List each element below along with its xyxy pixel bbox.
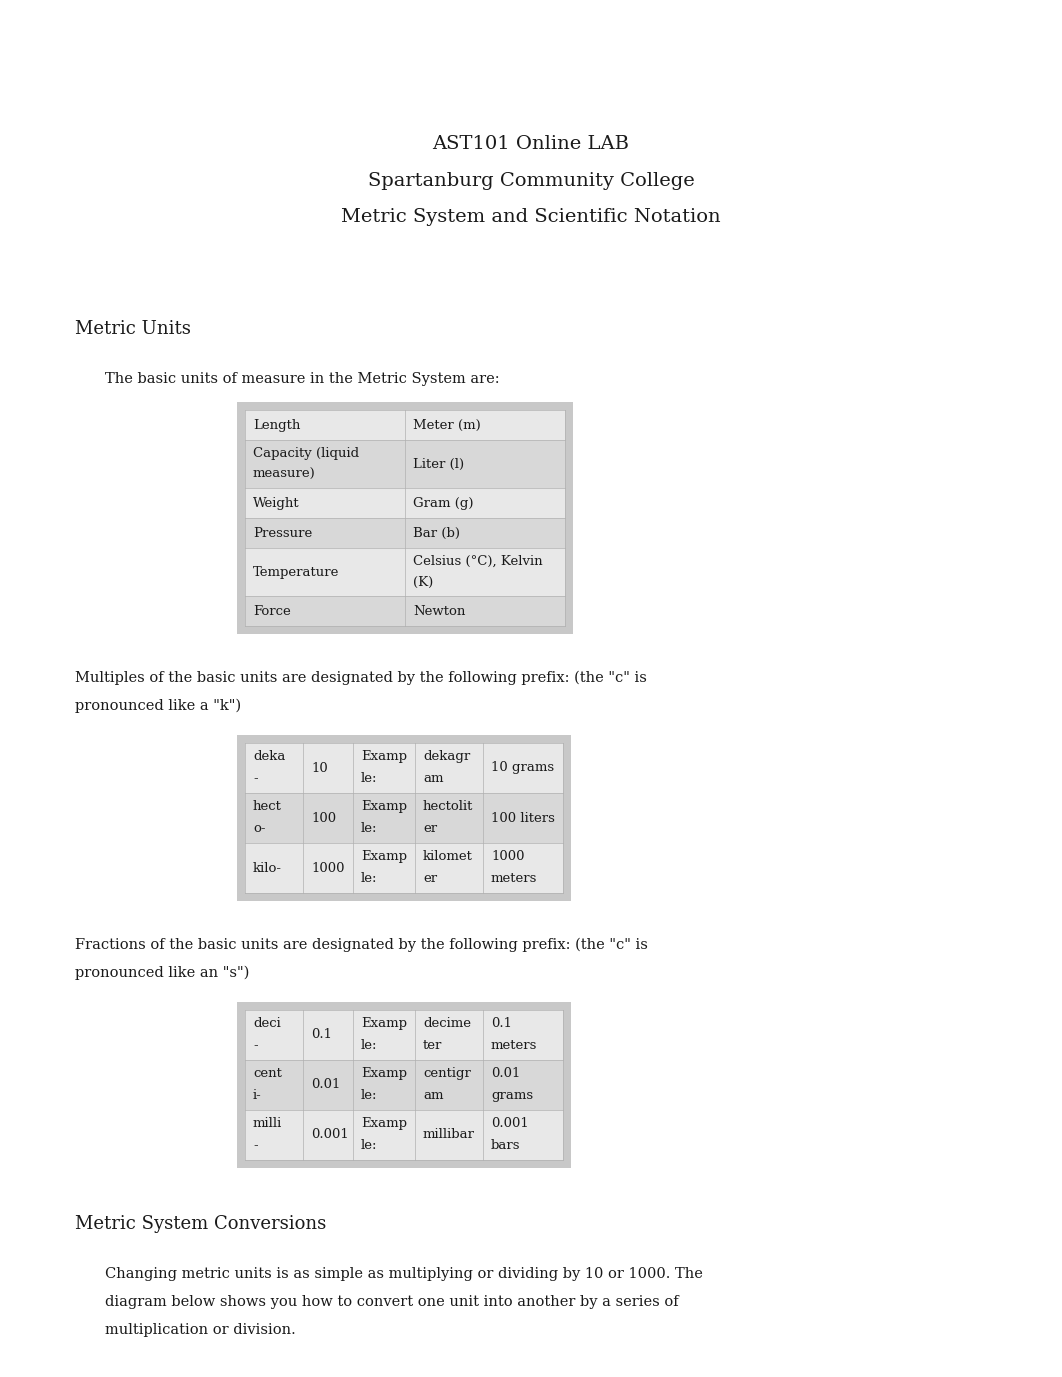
Text: cent: cent (253, 1067, 281, 1080)
Text: 0.01: 0.01 (491, 1067, 520, 1080)
Text: Examp: Examp (361, 750, 407, 763)
Text: 1000: 1000 (491, 850, 525, 863)
Bar (245, 793, 563, 843)
Text: deka: deka (253, 750, 286, 763)
Text: decime: decime (423, 1018, 472, 1030)
Text: dekagr: dekagr (423, 750, 470, 763)
Text: 0.1: 0.1 (311, 1029, 332, 1041)
Text: meters: meters (491, 1038, 537, 1052)
Text: pronounced like a "k"): pronounced like a "k") (75, 700, 241, 713)
Text: Fractions of the basic units are designated by the following prefix: (the "c" is: Fractions of the basic units are designa… (75, 938, 648, 953)
Text: hect: hect (253, 800, 281, 812)
Text: Bar (b): Bar (b) (413, 526, 460, 540)
Text: 100: 100 (311, 811, 337, 825)
Bar (237, 402, 573, 633)
Text: le:: le: (361, 771, 377, 785)
Text: Length: Length (253, 419, 301, 431)
Text: am: am (423, 771, 444, 785)
Text: meters: meters (491, 872, 537, 885)
Text: -: - (253, 771, 258, 785)
Text: milli: milli (253, 1117, 282, 1131)
Bar (245, 596, 565, 627)
Text: Examp: Examp (361, 800, 407, 812)
Text: millibar: millibar (423, 1129, 475, 1142)
Bar (245, 487, 565, 518)
Text: Multiples of the basic units are designated by the following prefix: (the "c" is: Multiples of the basic units are designa… (75, 671, 647, 686)
Text: er: er (423, 822, 438, 834)
Text: o-: o- (253, 822, 266, 834)
Text: multiplication or division.: multiplication or division. (105, 1323, 295, 1337)
Text: pronounced like an "s"): pronounced like an "s") (75, 967, 250, 980)
Bar (245, 1110, 563, 1159)
Text: 0.001: 0.001 (311, 1129, 348, 1142)
Text: 10 grams: 10 grams (491, 761, 554, 774)
Text: 100 liters: 100 liters (491, 811, 554, 825)
Text: Gram (g): Gram (g) (413, 497, 474, 509)
Bar (245, 1060, 563, 1110)
Text: am: am (423, 1089, 444, 1102)
Text: kilomet: kilomet (423, 850, 473, 863)
Text: The basic units of measure in the Metric System are:: The basic units of measure in the Metric… (105, 372, 499, 386)
Text: le:: le: (361, 822, 377, 834)
Text: Examp: Examp (361, 850, 407, 863)
Text: (K): (K) (413, 576, 433, 589)
Text: le:: le: (361, 1038, 377, 1052)
Text: -: - (253, 1038, 258, 1052)
Text: grams: grams (491, 1089, 533, 1102)
Bar (245, 1009, 563, 1060)
Text: 0.001: 0.001 (491, 1117, 529, 1131)
Text: Metric Units: Metric Units (75, 319, 191, 337)
Text: Examp: Examp (361, 1018, 407, 1030)
Bar (245, 548, 565, 596)
Text: diagram below shows you how to convert one unit into another by a series of: diagram below shows you how to convert o… (105, 1294, 679, 1310)
Text: measure): measure) (253, 468, 315, 481)
Text: Temperature: Temperature (253, 566, 340, 578)
Bar (245, 410, 565, 441)
Text: kilo-: kilo- (253, 862, 282, 874)
Text: er: er (423, 872, 438, 885)
Bar (245, 518, 565, 548)
Text: Pressure: Pressure (253, 526, 312, 540)
Text: -: - (253, 1139, 258, 1151)
Text: le:: le: (361, 1089, 377, 1102)
Text: AST101 Online LAB: AST101 Online LAB (432, 135, 630, 153)
Text: Spartanburg Community College: Spartanburg Community College (367, 172, 695, 190)
Text: Newton: Newton (413, 605, 465, 617)
Text: le:: le: (361, 872, 377, 885)
Text: Force: Force (253, 605, 291, 617)
Text: Weight: Weight (253, 497, 299, 509)
Text: Metric System Conversions: Metric System Conversions (75, 1215, 326, 1232)
Text: i-: i- (253, 1089, 261, 1102)
Bar (237, 735, 571, 901)
Text: 10: 10 (311, 761, 328, 774)
Text: ter: ter (423, 1038, 443, 1052)
Text: Celsius (°C), Kelvin: Celsius (°C), Kelvin (413, 555, 543, 567)
Text: Metric System and Scientific Notation: Metric System and Scientific Notation (341, 208, 721, 226)
Text: deci: deci (253, 1018, 280, 1030)
Text: hectolit: hectolit (423, 800, 474, 812)
Bar (237, 1002, 571, 1168)
Text: bars: bars (491, 1139, 520, 1151)
Text: centigr: centigr (423, 1067, 470, 1080)
Text: Examp: Examp (361, 1067, 407, 1080)
Text: Liter (l): Liter (l) (413, 457, 464, 471)
Text: Meter (m): Meter (m) (413, 419, 481, 431)
Text: Changing metric units is as simple as multiplying or dividing by 10 or 1000. The: Changing metric units is as simple as mu… (105, 1267, 703, 1281)
Text: 0.01: 0.01 (311, 1078, 341, 1092)
Text: Capacity (liquid: Capacity (liquid (253, 448, 359, 460)
Text: 1000: 1000 (311, 862, 344, 874)
Bar (245, 843, 563, 894)
Text: le:: le: (361, 1139, 377, 1151)
Text: Examp: Examp (361, 1117, 407, 1131)
Text: 0.1: 0.1 (491, 1018, 512, 1030)
Bar (245, 744, 563, 793)
Bar (245, 441, 565, 487)
